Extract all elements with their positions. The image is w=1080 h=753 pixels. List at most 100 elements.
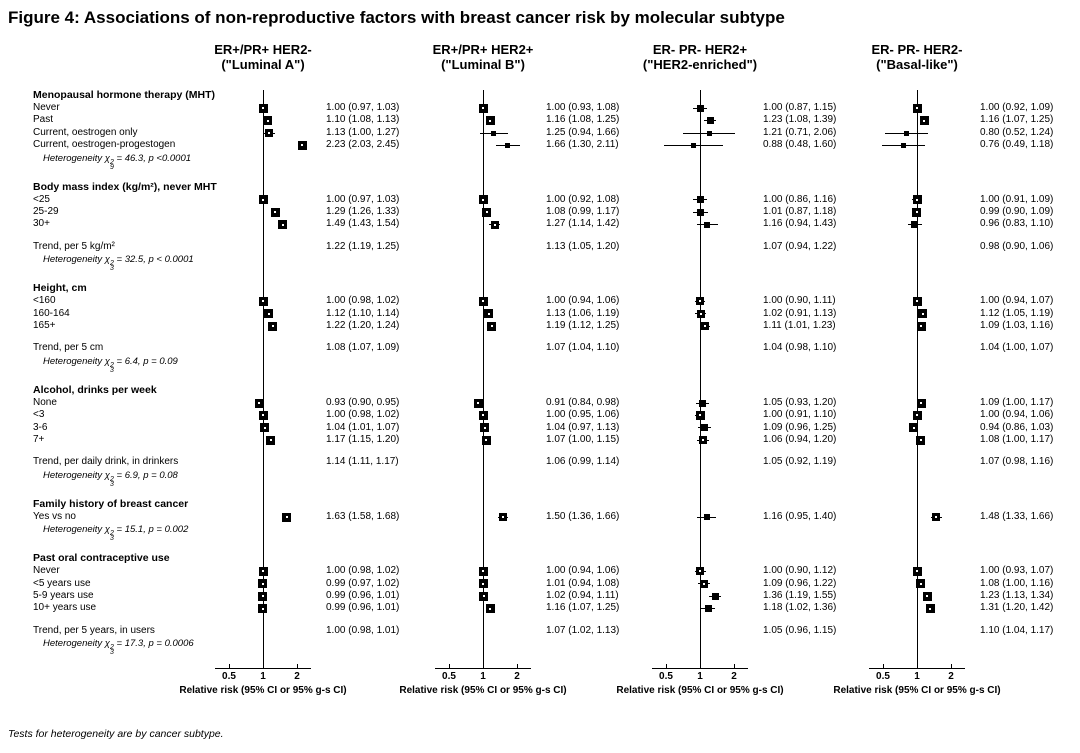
estimate-value: 0.80 (0.52, 1.24)	[980, 126, 1054, 138]
marker-center	[493, 223, 496, 226]
row-label: Never	[33, 565, 60, 577]
marker-center	[919, 582, 922, 585]
point-marker	[695, 410, 705, 420]
point-marker	[258, 410, 268, 420]
point-marker	[922, 591, 932, 601]
estimate-value: 0.99 (0.96, 1.01)	[326, 602, 400, 614]
axis-tick-label: 0.5	[442, 671, 456, 682]
estimate-value: 1.07 (0.98, 1.16)	[980, 456, 1054, 468]
estimate-value: 1.16 (0.94, 1.43)	[763, 218, 837, 230]
point-marker	[258, 195, 268, 205]
point-marker	[478, 195, 488, 205]
column-header-her2-enriched: ER- PR- HER2+ ("HER2-enriched")	[615, 42, 785, 72]
column-header-basal-like: ER- PR- HER2- ("Basal-like")	[832, 42, 1002, 72]
axis-line	[435, 668, 531, 669]
marker-center	[490, 325, 493, 328]
column-header-line2: ("HER2-enriched")	[642, 57, 758, 72]
point-marker	[484, 309, 494, 319]
estimate-value: 1.00 (0.98, 1.02)	[326, 409, 400, 421]
point-marker	[282, 512, 292, 522]
estimate-value: 1.06 (0.99, 1.14)	[546, 456, 620, 468]
point-marker	[912, 296, 922, 306]
marker-center	[699, 300, 701, 303]
point-marker	[909, 423, 919, 433]
marker-center	[699, 414, 701, 417]
row-label: <5 years use	[33, 577, 91, 589]
marker-center	[485, 211, 488, 214]
point-marker	[916, 579, 926, 589]
estimate-value: 0.99 (0.96, 1.01)	[326, 590, 400, 601]
marker-center	[926, 595, 929, 598]
axis-tick	[229, 664, 230, 668]
point-marker	[258, 103, 268, 113]
point-marker	[270, 207, 280, 217]
point-marker	[478, 103, 488, 113]
row-label: 5-9 years use	[33, 590, 94, 601]
marker-center	[699, 570, 701, 573]
point-marker	[706, 117, 714, 125]
point-marker	[485, 604, 495, 614]
point-marker	[701, 322, 710, 331]
axis-line	[652, 668, 748, 669]
axis-tick-label: 0.5	[659, 671, 673, 682]
estimate-value: 1.04 (0.98, 1.10)	[763, 342, 837, 354]
marker-center	[919, 439, 922, 442]
marker-center	[916, 570, 918, 573]
point-marker	[479, 591, 489, 601]
marker-center	[258, 402, 261, 404]
marker-center	[261, 595, 264, 598]
estimate-value: 1.12 (1.05, 1.19)	[980, 307, 1054, 319]
row-label: Current, oestrogen-progestogen	[33, 139, 176, 151]
axis-tick-label: 0.5	[876, 671, 890, 682]
row-label: Yes vs no	[33, 510, 76, 522]
marker-center	[701, 439, 704, 442]
estimate-value: 1.00 (0.87, 1.15)	[763, 102, 837, 113]
point-marker	[696, 104, 704, 112]
axis-tick	[449, 664, 450, 668]
point-marker	[258, 591, 267, 601]
marker-center	[920, 402, 923, 404]
estimate-value: 1.00 (0.92, 1.08)	[546, 193, 620, 205]
point-marker	[258, 604, 267, 614]
section-header: Height, cm	[33, 282, 87, 295]
marker-center	[262, 107, 264, 110]
estimate-value: 1.00 (0.93, 1.07)	[980, 565, 1054, 577]
marker-center	[477, 402, 480, 404]
axis-caption: Relative risk (95% CI or 95% g-s CI)	[179, 685, 347, 696]
axis-line	[869, 668, 965, 669]
marker-center	[489, 119, 492, 122]
marker-center	[267, 312, 270, 315]
estimate-value: 1.07 (1.04, 1.10)	[546, 342, 620, 354]
point-marker	[698, 436, 707, 445]
section-header: Past oral contraceptive use	[33, 552, 170, 565]
axis-tick	[483, 664, 484, 668]
estimate-value: 1.00 (0.90, 1.12)	[763, 565, 837, 577]
column-header-line2: ("Basal-like")	[876, 57, 958, 72]
estimate-value: 1.16 (1.08, 1.25)	[546, 114, 620, 126]
estimate-value: 1.25 (0.94, 1.66)	[546, 126, 620, 138]
row-label: Never	[33, 102, 60, 113]
column-header-luminal-a: ER+/PR+ HER2- ("Luminal A")	[178, 42, 348, 72]
marker-center	[261, 582, 264, 585]
marker-center	[920, 325, 923, 328]
axis-tick	[517, 664, 518, 668]
marker-center	[916, 414, 918, 417]
estimate-value: 1.63 (1.58, 1.68)	[326, 510, 400, 522]
marker-center	[916, 107, 918, 110]
estimate-value: 0.98 (0.90, 1.06)	[980, 240, 1054, 252]
point-marker	[278, 220, 288, 230]
column-header-line1: ER- PR- HER2+	[652, 42, 748, 57]
point-marker	[704, 514, 711, 520]
axis-tick	[951, 664, 952, 668]
axis-tick-label: 2	[948, 671, 954, 682]
trend-label: Trend, per daily drink, in drinkers	[33, 456, 179, 468]
row-label: None	[33, 396, 57, 408]
axis-tick	[263, 664, 264, 668]
point-marker	[932, 513, 941, 521]
point-marker	[478, 566, 488, 576]
estimate-value: 1.66 (1.30, 2.11)	[546, 139, 619, 151]
marker-center	[262, 198, 264, 201]
